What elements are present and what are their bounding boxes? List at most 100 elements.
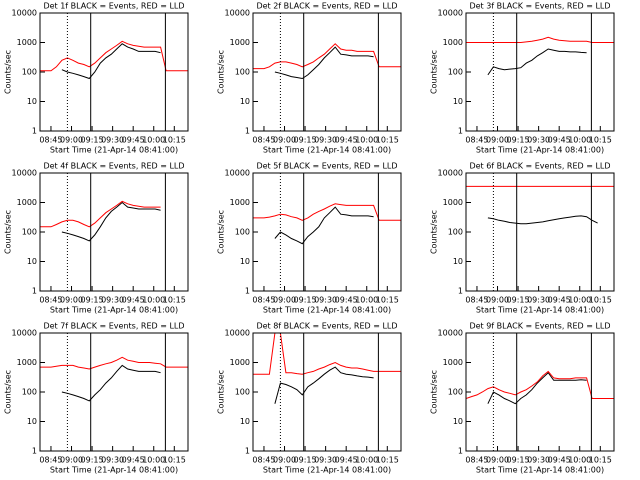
- y-tick-label: 10000: [438, 169, 463, 178]
- x-tick-label: 09:15: [294, 296, 317, 305]
- x-tick-label: 09:15: [81, 296, 104, 305]
- y-tick-label: 10: [453, 417, 463, 426]
- panel-title: Det 1f BLACK = Events, RED = LLD: [43, 2, 184, 11]
- x-axis-label: Start Time (21-Apr-14 08:41:00): [263, 306, 391, 315]
- y-tick-label: 1000: [443, 358, 463, 367]
- series-line: [275, 47, 385, 81]
- y-tick-label: 10: [453, 97, 463, 106]
- y-tick-label: 1: [32, 447, 37, 456]
- y-tick-label: 10: [27, 417, 37, 426]
- plot-area: [466, 333, 614, 451]
- y-tick-label: 10000: [12, 329, 37, 338]
- x-axis-label: Start Time (21-Apr-14 08:41:00): [50, 306, 178, 315]
- panel-title: Det 6f BLACK = Events, RED = LLD: [469, 162, 610, 171]
- plot-frame: [465, 332, 615, 452]
- y-tick-label: 10: [27, 257, 37, 266]
- series-line: [62, 365, 172, 403]
- y-tick-label: 1000: [443, 38, 463, 47]
- series-line: [487, 215, 598, 225]
- y-axis-label: Counts/sec: [217, 370, 226, 414]
- x-tick-label: 09:00: [60, 136, 83, 145]
- plot-area: [466, 173, 614, 291]
- x-axis-label: Start Time (21-Apr-14 08:41:00): [476, 146, 604, 155]
- panel: Det 1f BLACK = Events, RED = LLD Start Ti…: [4, 2, 189, 155]
- y-tick-label: 1: [245, 127, 250, 136]
- x-tick-label: 08:45: [465, 296, 488, 305]
- x-tick-label: 09:30: [101, 136, 124, 145]
- y-tick-label: 1: [458, 447, 463, 456]
- y-tick-label: 10000: [438, 9, 463, 18]
- y-tick-label: 100: [448, 388, 463, 397]
- plot-area: [253, 13, 401, 131]
- y-tick-label: 10: [240, 97, 250, 106]
- x-tick-label: 08:45: [39, 296, 62, 305]
- y-axis-label: Counts/sec: [217, 50, 226, 94]
- x-tick-label: 08:45: [465, 136, 488, 145]
- y-tick-label: 100: [235, 388, 250, 397]
- y-axis-label: Counts/sec: [430, 210, 439, 254]
- panel: Det 9f BLACK = Events, RED = LLD Start Ti…: [430, 322, 615, 475]
- x-tick-label: 09:45: [122, 456, 145, 465]
- panel-title: Det 4f BLACK = Events, RED = LLD: [43, 162, 184, 171]
- plot-frame: [465, 172, 615, 292]
- x-tick-label: 10:15: [376, 456, 399, 465]
- x-tick-label: 09:30: [101, 456, 124, 465]
- x-tick-label: 08:45: [39, 456, 62, 465]
- x-tick-label: 09:00: [60, 296, 83, 305]
- x-tick-label: 10:15: [163, 296, 186, 305]
- x-tick-label: 09:15: [81, 136, 104, 145]
- series-line: [40, 200, 161, 228]
- x-tick-label: 09:15: [81, 456, 104, 465]
- plot-area: [253, 333, 401, 451]
- y-tick-label: 100: [22, 388, 37, 397]
- panel: Det 7f BLACK = Events, RED = LLD Start Ti…: [4, 322, 189, 475]
- x-tick-label: 09:45: [335, 296, 358, 305]
- panel: Det 6f BLACK = Events, RED = LLD Start Ti…: [430, 162, 615, 315]
- x-tick-label: 09:00: [273, 456, 296, 465]
- x-tick-label: 10:00: [142, 296, 165, 305]
- series-line: [275, 207, 385, 244]
- y-tick-label: 10: [27, 97, 37, 106]
- y-tick-label: 1000: [443, 198, 463, 207]
- y-tick-label: 100: [235, 228, 250, 237]
- x-tick-label: 09:30: [314, 456, 337, 465]
- plot-area: [466, 13, 614, 131]
- y-tick-label: 1: [458, 127, 463, 136]
- plot-area: [40, 333, 188, 451]
- y-tick-label: 1000: [230, 198, 250, 207]
- y-tick-label: 10000: [12, 169, 37, 178]
- x-tick-label: 09:00: [273, 136, 296, 145]
- y-tick-label: 100: [448, 68, 463, 77]
- panel-title: Det 7f BLACK = Events, RED = LLD: [43, 322, 184, 331]
- y-tick-label: 10000: [225, 9, 250, 18]
- series-line: [62, 203, 172, 244]
- plot-frame: [252, 12, 402, 132]
- x-tick-label: 10:15: [589, 456, 612, 465]
- x-axis-label: Start Time (21-Apr-14 08:41:00): [476, 306, 604, 315]
- plot-area: [40, 173, 172, 291]
- series-line: [274, 366, 374, 404]
- plot-frame: [465, 12, 615, 132]
- series-line: [253, 333, 401, 375]
- plot-frame: [39, 172, 189, 292]
- y-tick-label: 10: [240, 257, 250, 266]
- panel-title: Det 8f BLACK = Events, RED = LLD: [256, 322, 397, 331]
- x-tick-label: 08:45: [252, 296, 275, 305]
- x-tick-label: 10:00: [142, 456, 165, 465]
- y-tick-label: 1: [458, 287, 463, 296]
- y-tick-label: 1: [245, 447, 250, 456]
- x-axis-label: Start Time (21-Apr-14 08:41:00): [476, 466, 604, 475]
- x-tick-label: 09:30: [527, 296, 550, 305]
- panel-title: Det 3f BLACK = Events, RED = LLD: [469, 2, 610, 11]
- x-tick-label: 10:00: [142, 136, 165, 145]
- series-line: [466, 370, 614, 399]
- x-tick-label: 10:00: [568, 456, 591, 465]
- y-axis-label: Counts/sec: [4, 370, 13, 414]
- x-tick-label: 09:45: [548, 456, 571, 465]
- x-axis-label: Start Time (21-Apr-14 08:41:00): [50, 466, 178, 475]
- x-tick-label: 09:15: [294, 456, 317, 465]
- x-tick-label: 09:00: [486, 136, 509, 145]
- x-axis-label: Start Time (21-Apr-14 08:41:00): [263, 466, 391, 475]
- y-tick-label: 10000: [225, 169, 250, 178]
- y-axis-label: Counts/sec: [4, 50, 13, 94]
